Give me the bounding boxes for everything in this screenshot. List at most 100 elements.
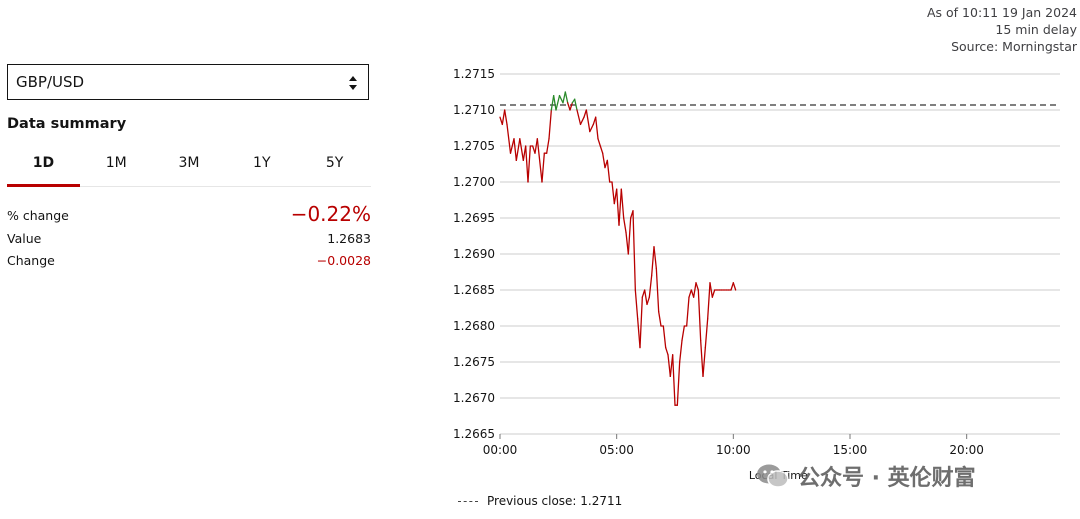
y-tick-label: 1.2715 bbox=[453, 67, 495, 81]
x-tick-label: 05:00 bbox=[599, 443, 634, 457]
price-line-segment bbox=[655, 267, 660, 313]
data-summary-heading: Data summary bbox=[7, 116, 127, 132]
price-line-segment bbox=[679, 339, 683, 363]
price-line-segment bbox=[525, 145, 529, 183]
tab-1d[interactable]: 1D bbox=[7, 148, 80, 187]
currency-pair-select[interactable]: GBP/USD bbox=[7, 64, 369, 100]
value-label: Value bbox=[7, 231, 42, 246]
price-line-segment bbox=[569, 102, 573, 111]
percent-change-value: −0.22% bbox=[290, 202, 371, 226]
price-line-segment bbox=[519, 138, 524, 162]
price-line-segment bbox=[597, 138, 601, 147]
chart-legend: Previous close: 1.2711 bbox=[458, 494, 622, 508]
y-tick-label: 1.2665 bbox=[453, 427, 495, 441]
x-tick-label: 20:00 bbox=[949, 443, 984, 457]
x-tick-label: 00:00 bbox=[483, 443, 518, 457]
price-line-segment bbox=[648, 274, 653, 298]
percent-change-row: % change −0.22% bbox=[7, 202, 371, 228]
price-line-segment bbox=[632, 210, 636, 291]
price-line-segment bbox=[550, 94, 555, 111]
price-line-segment bbox=[606, 159, 611, 183]
data-timestamp-block: As of 10:11 19 Jan 2024 15 min delay Sou… bbox=[927, 4, 1077, 55]
price-line-segment bbox=[702, 346, 706, 378]
y-tick-label: 1.2685 bbox=[453, 283, 495, 297]
price-line-segment bbox=[700, 339, 704, 378]
price-line-segment bbox=[527, 145, 531, 183]
tab-1m[interactable]: 1M bbox=[105, 155, 127, 171]
price-line-segment bbox=[564, 91, 569, 104]
price-line-segment bbox=[639, 296, 643, 349]
source-text: Source: Morningstar bbox=[951, 39, 1077, 54]
wechat-icon bbox=[757, 464, 789, 488]
price-line-segment bbox=[541, 152, 545, 183]
price-line-segment bbox=[558, 94, 564, 104]
y-tick-label: 1.2675 bbox=[453, 355, 495, 369]
previous-close-label: Previous close: 1.2711 bbox=[487, 494, 623, 508]
price-line-segment bbox=[711, 289, 716, 298]
price-line-segment bbox=[501, 109, 506, 126]
price-line-segment bbox=[611, 181, 615, 205]
change-label: Change bbox=[7, 253, 55, 268]
price-line-segment bbox=[688, 289, 692, 298]
y-tick-label: 1.2695 bbox=[453, 211, 495, 225]
x-tick-label: 10:00 bbox=[716, 443, 751, 457]
price-line-segment bbox=[579, 116, 585, 126]
y-tick-label: 1.2705 bbox=[453, 139, 495, 153]
price-line-segment bbox=[536, 138, 543, 183]
price-line-segment bbox=[709, 282, 713, 298]
currency-pair-value: GBP/USD bbox=[16, 73, 85, 91]
value-value: 1.2683 bbox=[327, 231, 371, 246]
price-line-segment bbox=[665, 346, 669, 356]
tab-3m[interactable]: 3M bbox=[178, 155, 200, 171]
price-line-segment bbox=[567, 102, 571, 111]
price-line-segment bbox=[686, 296, 690, 327]
price-line-segment bbox=[562, 91, 566, 104]
price-line-segment bbox=[672, 354, 676, 406]
price-line-segment bbox=[707, 282, 711, 320]
price-line-segment bbox=[555, 94, 561, 111]
price-line-segment bbox=[667, 354, 671, 378]
price-line-segment bbox=[676, 361, 681, 406]
price-line-segment bbox=[595, 116, 599, 140]
price-line-segment bbox=[704, 318, 709, 349]
up-down-arrows-icon bbox=[349, 76, 357, 90]
price-line-segment bbox=[576, 109, 582, 126]
percent-change-label: % change bbox=[7, 208, 69, 223]
y-tick-label: 1.2700 bbox=[453, 175, 495, 189]
y-tick-label: 1.2710 bbox=[453, 103, 495, 117]
tab-1y[interactable]: 1Y bbox=[253, 155, 271, 171]
price-line-segment bbox=[553, 94, 557, 111]
price-line-segment bbox=[620, 188, 625, 219]
dashed-line-icon bbox=[458, 500, 478, 502]
y-tick-label: 1.2680 bbox=[453, 319, 495, 333]
delay-text: 15 min delay bbox=[995, 22, 1077, 37]
price-line-segment bbox=[662, 325, 667, 349]
price-line-segment bbox=[616, 188, 620, 226]
as-of-text: As of 10:11 19 Jan 2024 bbox=[927, 5, 1077, 20]
price-line-segment bbox=[513, 138, 517, 162]
price-line-segment bbox=[651, 246, 655, 277]
price-line-segment bbox=[644, 289, 648, 306]
price-line-segment bbox=[599, 145, 604, 154]
price-line-segment bbox=[504, 109, 508, 126]
price-line-segment bbox=[515, 138, 521, 162]
watermark: 公众号 · 英伦财富 bbox=[756, 460, 976, 492]
price-line-segment bbox=[602, 152, 606, 169]
price-line-segment bbox=[574, 98, 578, 111]
x-tick-label: 15:00 bbox=[833, 443, 868, 457]
price-line-segment bbox=[646, 296, 650, 306]
price-line-segment bbox=[548, 109, 552, 140]
change-value: −0.0028 bbox=[316, 253, 371, 268]
price-line-segment bbox=[732, 282, 737, 291]
y-tick-label: 1.2690 bbox=[453, 247, 495, 261]
price-line-segment bbox=[623, 217, 627, 234]
watermark-text: 公众号 · 英伦财富 bbox=[798, 466, 976, 491]
price-line-segment bbox=[681, 325, 685, 342]
price-line-segment bbox=[634, 289, 639, 320]
period-tabs: 1D 1M 3M 1Y 5Y bbox=[7, 148, 371, 187]
price-line-segment bbox=[509, 138, 515, 154]
tab-5y[interactable]: 5Y bbox=[325, 155, 344, 171]
change-row: Change −0.0028 bbox=[7, 253, 371, 271]
price-line-segment bbox=[589, 123, 594, 133]
